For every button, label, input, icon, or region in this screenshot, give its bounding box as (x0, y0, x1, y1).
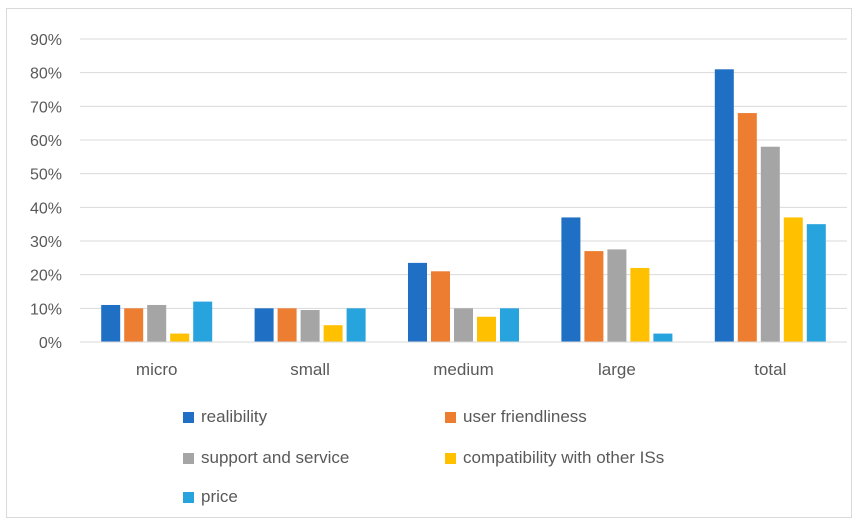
y-tick-label: 0% (39, 335, 62, 352)
legend-item: price (183, 486, 238, 508)
x-category-label: large (598, 360, 636, 379)
gridlines (80, 38, 847, 309)
bar-small-5 (346, 308, 366, 342)
bar-medium-2 (431, 271, 450, 342)
legend-item: compatibility with other ISs (445, 447, 664, 469)
chart-frame: 0% 10% 20% 30% 40% 50% 60% 70% 80% 90% micro small… (6, 8, 852, 518)
legend-swatch (183, 452, 194, 464)
bar-large-3 (607, 249, 627, 342)
bar-small-1 (254, 308, 274, 342)
y-tick-label: 10% (30, 301, 62, 318)
legend-label: compatibility with other ISs (463, 448, 665, 467)
legend-label: support and service (201, 448, 350, 467)
x-category-label: small (290, 360, 330, 379)
bar-total-5 (806, 224, 826, 342)
y-tick-label: 50% (30, 167, 62, 184)
legend-label: price (201, 487, 238, 506)
bar-total-4 (783, 217, 803, 342)
bars (101, 69, 826, 343)
bar-small-4 (323, 325, 343, 342)
legend-item: realibility (183, 406, 267, 428)
bar-total-3 (760, 146, 780, 342)
legend-label: realibility (201, 407, 268, 426)
bar-small-3 (300, 310, 320, 342)
bar-small-2 (277, 308, 297, 342)
x-category-label: micro (136, 360, 178, 379)
bar-medium-4 (477, 316, 496, 342)
bar-large-1 (561, 217, 581, 342)
bar-large-2 (584, 251, 604, 342)
bar-micro-4 (170, 333, 190, 342)
y-tick-label: 20% (30, 268, 62, 285)
x-axis: micro small medium large total (136, 360, 786, 379)
legend-swatch (183, 491, 194, 503)
x-category-label: total (754, 360, 786, 379)
bar-micro-2 (124, 308, 144, 342)
y-tick-label: 40% (30, 200, 62, 217)
bar-chart: 0% 10% 20% 30% 40% 50% 60% 70% 80% 90% micro small… (30, 32, 847, 379)
legend-swatch (183, 411, 194, 423)
bar-micro-5 (193, 301, 213, 342)
bar-medium-1 (408, 262, 427, 342)
y-tick-label: 70% (30, 99, 62, 116)
legend-label: user friendliness (463, 407, 587, 426)
bar-large-5 (653, 333, 673, 342)
x-category-label: medium (433, 360, 493, 379)
y-tick-label: 30% (30, 234, 62, 251)
legend-swatch (445, 411, 456, 423)
bar-micro-1 (101, 304, 121, 342)
bar-total-1 (714, 69, 734, 343)
bar-total-2 (737, 113, 757, 342)
bar-medium-3 (454, 308, 473, 342)
legend-item: support and service (183, 447, 349, 469)
legend-item: user friendliness (445, 406, 587, 428)
y-tick-label: 80% (30, 66, 62, 83)
y-tick-label: 60% (30, 133, 62, 150)
y-tick-label: 90% (30, 32, 62, 49)
bar-micro-3 (147, 304, 167, 342)
legend-swatch (445, 452, 456, 464)
bar-medium-5 (500, 308, 519, 342)
bar-large-4 (630, 267, 650, 342)
y-axis: 0% 10% 20% 30% 40% 50% 60% 70% 80% 90% (30, 32, 62, 352)
